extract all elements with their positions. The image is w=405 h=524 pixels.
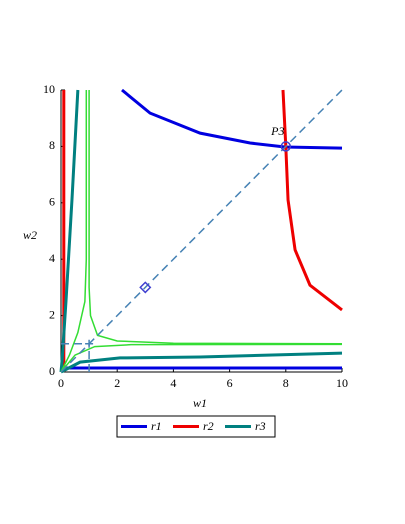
- x-tick-label: 4: [170, 376, 176, 390]
- y-tick-label: 6: [49, 195, 55, 209]
- point: [139, 281, 152, 294]
- y-tick-label: 2: [49, 307, 55, 321]
- curve: [59, 89, 343, 374]
- curve: [60, 90, 343, 373]
- x-tick-label: 10: [336, 376, 348, 390]
- point: [85, 339, 94, 348]
- legend-box: [116, 415, 276, 438]
- legend-label: r2: [203, 419, 214, 433]
- y-tick-label: 4: [49, 251, 55, 265]
- y-tick-label: 0: [49, 364, 55, 378]
- x-tick-label: 6: [227, 376, 233, 390]
- legend-label: r3: [255, 419, 266, 433]
- x-tick-label: 0: [58, 376, 64, 390]
- y-tick-label: 8: [49, 138, 55, 152]
- x-axis-label: w1: [193, 396, 207, 410]
- legend-label: r1: [151, 419, 162, 433]
- x-tick-label: 8: [283, 376, 289, 390]
- x-tick-label: 2: [114, 376, 120, 390]
- y-axis-label: w2: [23, 228, 37, 242]
- point-label: P3: [270, 124, 284, 138]
- curve: [61, 88, 343, 370]
- y-tick-label: 10: [43, 82, 55, 96]
- curve: [60, 89, 343, 373]
- point: [280, 141, 292, 152]
